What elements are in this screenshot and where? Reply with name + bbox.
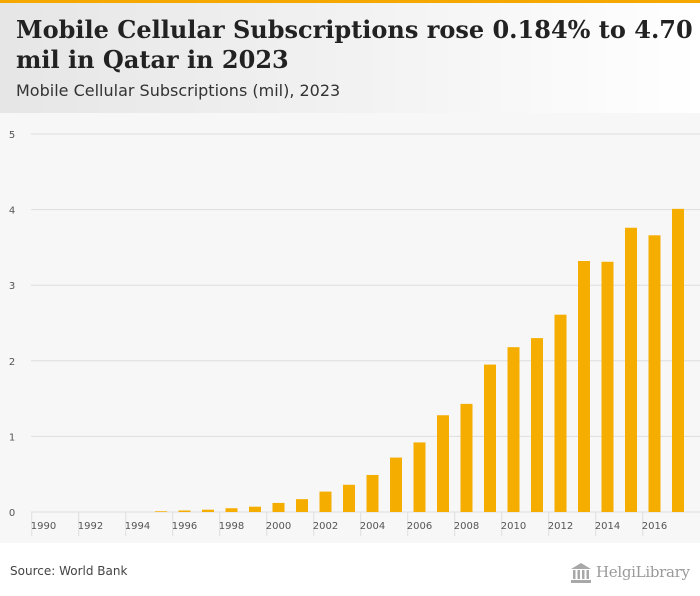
x-tick-label: 1994 (125, 521, 150, 532)
bar-2004 (366, 474, 379, 512)
x-tick-label: 2010 (501, 521, 526, 532)
bar-1997 (202, 509, 214, 512)
bar-2012 (554, 314, 567, 512)
chart-subtitle: Mobile Cellular Subscriptions (mil), 202… (16, 81, 341, 100)
y-tick-label: 4 (9, 206, 15, 217)
x-tick-label: 2016 (642, 521, 667, 532)
bar-2011 (531, 338, 543, 512)
top-accent-rule (0, 0, 700, 3)
bar-2001 (296, 499, 308, 512)
bar-2016 (648, 235, 661, 512)
y-tick-label: 0 (9, 508, 15, 519)
x-tick-label: 2006 (407, 521, 432, 532)
chart-header: Mobile Cellular Subscriptions rose 0.184… (0, 3, 700, 113)
x-tick-label: 2002 (313, 521, 338, 532)
bar-2010 (507, 347, 520, 512)
bar-2003 (343, 484, 355, 512)
bar-2006 (413, 442, 426, 512)
helgilibrary-logo[interactable]: HelgiLibrary (570, 560, 692, 586)
source-note: Source: World Bank (10, 564, 128, 578)
x-tick-label: 1996 (172, 521, 197, 532)
y-tick-label: 3 (9, 281, 15, 292)
y-tick-label: 2 (9, 357, 15, 368)
bar-2015 (625, 227, 637, 512)
library-building-icon (571, 563, 591, 583)
x-tick-label: 2000 (266, 521, 291, 532)
x-tick-label: 2014 (595, 521, 620, 532)
bar-1999 (249, 506, 261, 512)
bar-2000 (272, 502, 285, 512)
bar-2008 (460, 403, 473, 512)
bar-2009 (484, 364, 496, 512)
x-tick-label: 1990 (31, 521, 56, 532)
bar-2013 (578, 261, 590, 512)
y-tick-label: 1 (9, 432, 15, 443)
x-tick-label: 1992 (78, 521, 103, 532)
chart-title: Mobile Cellular Subscriptions rose 0.184… (16, 15, 693, 74)
x-tick-label: 2008 (454, 521, 479, 532)
x-tick-label: 2012 (548, 521, 573, 532)
bar-2005 (390, 457, 402, 512)
x-tick-label: 1998 (219, 521, 244, 532)
bar-1995 (155, 511, 167, 512)
bar-1996 (178, 510, 191, 512)
bar-chart: 0 1 2 3 4 5 1990 1992 1994 1996 1998 2000 2002 2004 20… (9, 130, 700, 536)
bar-2017 (672, 208, 684, 512)
logo-text: HelgiLibrary (596, 563, 690, 581)
x-tick-label: 2004 (360, 521, 385, 532)
bar-2002 (319, 491, 332, 512)
bar-1998 (225, 508, 238, 512)
chart-area: 0 1 2 3 4 5 1990 1992 1994 1996 1998 2000 2002 2004 20… (0, 113, 700, 543)
y-tick-label: 5 (9, 130, 15, 141)
bar-2007 (437, 415, 449, 512)
bar-2014 (601, 261, 614, 512)
